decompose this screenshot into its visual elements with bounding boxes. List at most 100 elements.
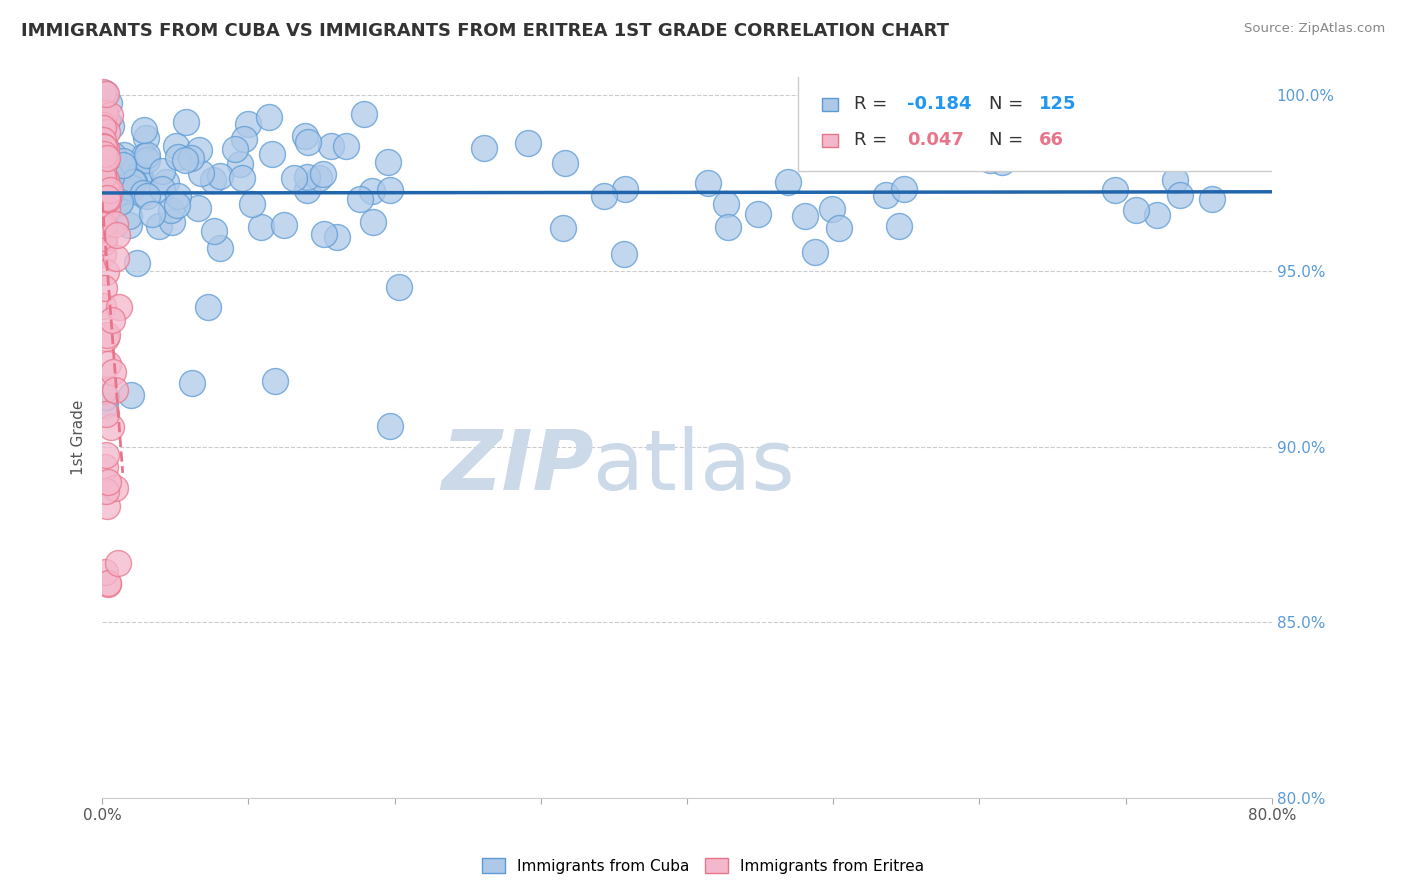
Point — [91, 169, 114, 184]
Point — [794, 209, 817, 223]
Point — [319, 138, 342, 153]
Point — [294, 128, 316, 143]
Point — [821, 202, 844, 216]
Point — [1225, 139, 1247, 153]
Point — [264, 374, 287, 388]
Point — [97, 576, 120, 591]
Point — [93, 146, 115, 161]
Point — [1159, 148, 1181, 162]
Point — [91, 218, 114, 232]
Point — [283, 171, 305, 186]
Text: Source: ZipAtlas.com: Source: ZipAtlas.com — [1244, 22, 1385, 36]
Point — [326, 230, 349, 244]
Point — [131, 186, 153, 201]
Point — [96, 87, 118, 102]
Point — [96, 153, 118, 167]
Point — [97, 357, 120, 371]
Text: 0.047: 0.047 — [907, 131, 965, 149]
Point — [91, 133, 114, 147]
Point — [1201, 192, 1223, 206]
Point — [349, 192, 371, 206]
Point — [101, 313, 124, 327]
Point — [91, 168, 114, 182]
Point — [361, 215, 384, 229]
Point — [152, 164, 174, 178]
Point — [231, 171, 253, 186]
Text: R =: R = — [855, 95, 893, 113]
Point — [551, 221, 574, 235]
Point — [180, 376, 202, 390]
Point — [108, 179, 131, 194]
Point — [197, 300, 219, 314]
Point — [613, 247, 636, 261]
Point — [94, 139, 117, 153]
Point — [93, 281, 115, 295]
Point — [803, 244, 825, 259]
Point — [94, 399, 117, 413]
Point — [91, 211, 114, 226]
Point — [96, 173, 118, 187]
Point — [91, 161, 114, 176]
Point — [696, 176, 718, 190]
Point — [167, 150, 190, 164]
Point — [472, 140, 495, 154]
Point — [295, 183, 318, 197]
Point — [104, 182, 127, 196]
Point — [297, 135, 319, 149]
Point — [828, 221, 851, 235]
Point — [187, 143, 209, 157]
Point — [273, 218, 295, 232]
Point — [165, 138, 187, 153]
Point — [93, 222, 115, 236]
Point — [135, 130, 157, 145]
Point — [91, 219, 114, 234]
Text: IMMIGRANTS FROM CUBA VS IMMIGRANTS FROM ERITREA 1ST GRADE CORRELATION CHART: IMMIGRANTS FROM CUBA VS IMMIGRANTS FROM … — [21, 22, 949, 40]
Point — [991, 155, 1014, 169]
Point — [592, 188, 614, 202]
Point — [105, 158, 128, 172]
Point — [94, 182, 117, 196]
Point — [107, 556, 129, 570]
Point — [91, 134, 114, 148]
Point — [380, 418, 402, 433]
Point — [93, 235, 115, 249]
Point — [97, 577, 120, 591]
FancyBboxPatch shape — [821, 134, 838, 146]
Y-axis label: 1st Grade: 1st Grade — [72, 401, 86, 475]
Point — [1125, 202, 1147, 217]
Point — [174, 115, 197, 129]
Point — [295, 170, 318, 185]
Point — [312, 167, 335, 181]
Point — [94, 172, 117, 186]
Point — [166, 198, 188, 212]
Text: 125: 125 — [1039, 95, 1077, 113]
FancyBboxPatch shape — [799, 74, 1278, 171]
Text: ZIP: ZIP — [441, 426, 593, 507]
Point — [100, 419, 122, 434]
Point — [91, 117, 114, 131]
Point — [118, 218, 141, 232]
Point — [747, 207, 769, 221]
Point — [1104, 183, 1126, 197]
Point — [94, 178, 117, 192]
Point — [112, 179, 135, 194]
Point — [128, 167, 150, 181]
Point — [96, 112, 118, 127]
Point — [208, 169, 231, 183]
Point — [120, 387, 142, 401]
Point — [98, 95, 121, 110]
Point — [190, 166, 212, 180]
Point — [201, 172, 224, 186]
Text: R =: R = — [855, 131, 893, 149]
Point — [155, 175, 177, 189]
Point — [93, 155, 115, 169]
Point — [91, 384, 114, 398]
Point — [238, 117, 260, 131]
Point — [91, 139, 114, 153]
Point — [112, 158, 135, 172]
Point — [160, 215, 183, 229]
Text: atlas: atlas — [593, 426, 796, 507]
Point — [94, 170, 117, 185]
Point — [94, 106, 117, 120]
Point — [118, 209, 141, 223]
